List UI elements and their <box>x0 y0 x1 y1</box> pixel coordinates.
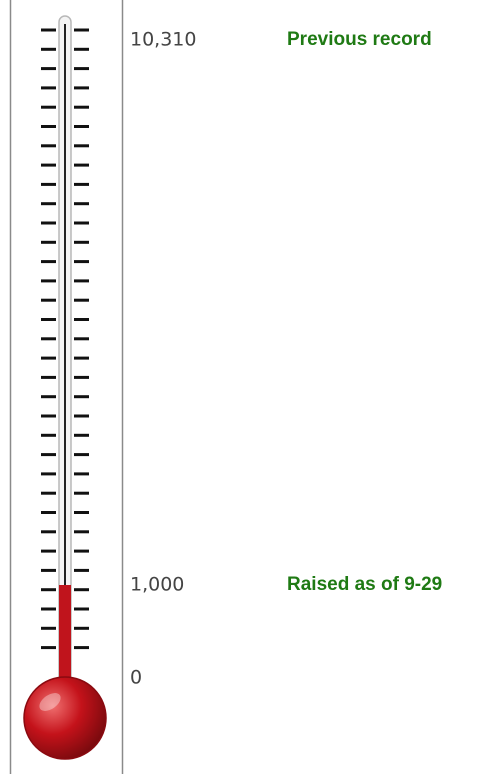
thermometer-chart: 0 1,000 10,310 Previous record Raised as of … <box>0 0 501 774</box>
tick-label: 0 <box>130 667 142 689</box>
tick-label: 1,000 <box>130 574 184 596</box>
bulb <box>24 677 106 759</box>
annotation: Raised as of 9-29 <box>287 574 442 595</box>
annotation: Previous record <box>287 29 432 50</box>
tick-label: 10,310 <box>130 29 196 51</box>
